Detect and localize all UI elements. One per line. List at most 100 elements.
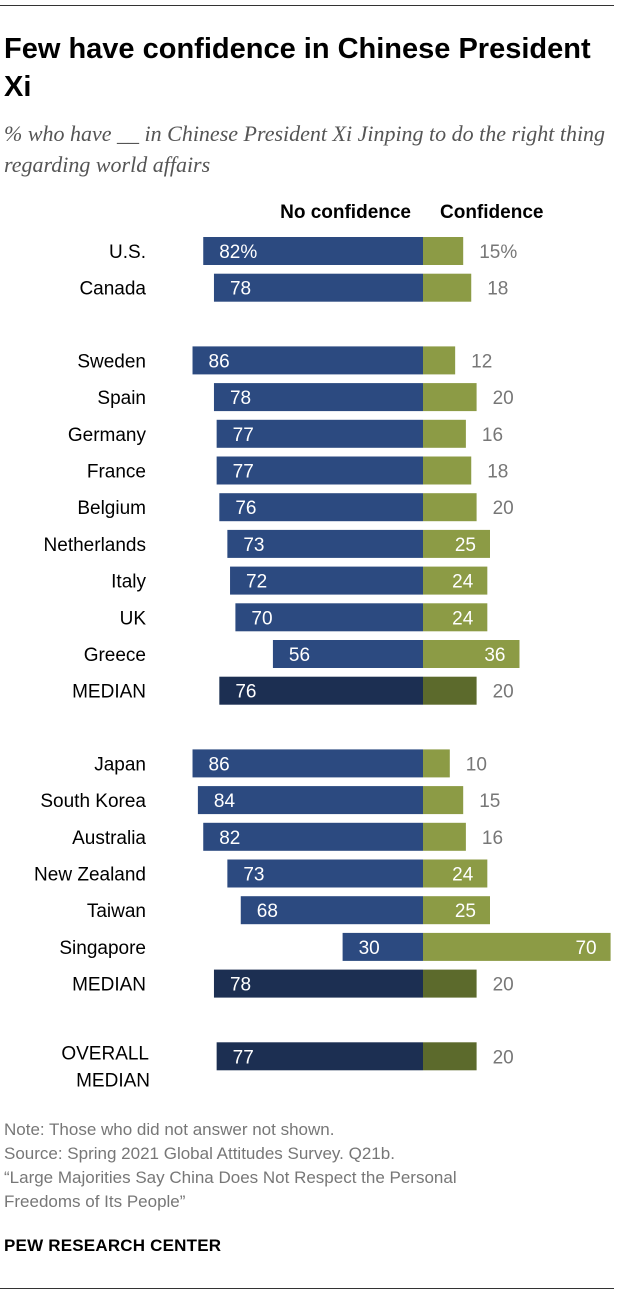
report-title-line-1: “Large Majorities Say China Does Not Res… <box>4 1168 457 1187</box>
value-label-confidence: 18 <box>487 462 508 483</box>
bar-confidence <box>423 237 464 265</box>
bar-no-confidence <box>227 529 423 558</box>
bar-no-confidence <box>203 822 423 851</box>
bar-confidence <box>423 529 490 558</box>
bar-confidence <box>423 859 488 888</box>
bar-confidence <box>423 419 466 448</box>
value-label-confidence: 20 <box>493 498 514 519</box>
bar-confidence <box>423 969 477 998</box>
category-label: Germany <box>68 425 147 446</box>
value-label-no-confidence: 77 <box>233 462 254 483</box>
bar-confidence <box>423 456 472 485</box>
bar-confidence <box>423 493 477 522</box>
category-label: U.S. <box>109 242 146 263</box>
pew-logo-text: PEW RESEARCH CENTER <box>4 1236 222 1255</box>
bar-no-confidence <box>216 1042 423 1071</box>
bar-no-confidence <box>219 676 423 705</box>
bar-no-confidence <box>342 932 423 961</box>
bar-confidence <box>423 786 464 815</box>
value-label-no-confidence: 73 <box>243 535 264 556</box>
bar-no-confidence <box>235 603 423 632</box>
value-label-confidence: 24 <box>452 865 474 886</box>
bar-no-confidence <box>197 786 423 815</box>
bar-confidence <box>423 566 488 595</box>
value-label-no-confidence: 77 <box>233 1047 254 1068</box>
bar-confidence <box>423 640 520 668</box>
bar-confidence <box>423 1042 477 1071</box>
value-label-no-confidence: 56 <box>289 645 310 666</box>
value-label-confidence: 20 <box>493 975 514 996</box>
value-label-confidence: 20 <box>493 388 514 409</box>
note-text: Note: Those who did not answer not shown… <box>4 1120 335 1139</box>
bottom-rule <box>0 1288 614 1289</box>
value-label-no-confidence: 82 <box>219 828 240 849</box>
category-label: UK <box>120 608 147 629</box>
value-label-confidence: 18 <box>487 279 508 300</box>
bar-confidence <box>423 273 472 302</box>
bar-confidence <box>423 896 490 925</box>
legend-no-confidence: No confidence <box>280 202 411 223</box>
category-label: Belgium <box>77 498 146 519</box>
category-label: MEDIAN <box>72 682 146 703</box>
value-label-no-confidence: 78 <box>230 975 251 996</box>
bar-no-confidence <box>203 237 423 265</box>
value-label-no-confidence: 78 <box>230 388 251 409</box>
value-label-no-confidence: 30 <box>359 938 380 959</box>
chart-notes: Note: Those who did not answer not shown… <box>4 1118 614 1214</box>
bar-no-confidence <box>240 896 423 925</box>
value-label-no-confidence: 78 <box>230 279 251 300</box>
bar-no-confidence <box>216 419 423 448</box>
bar-confidence <box>423 932 611 961</box>
report-title-line-2: Freedoms of Its People” <box>4 1192 186 1211</box>
category-label: MEDIAN <box>72 975 146 996</box>
bar-no-confidence <box>219 493 423 522</box>
bar-no-confidence <box>230 566 423 595</box>
bar-confidence <box>423 346 456 375</box>
category-label: Spain <box>97 388 146 409</box>
bar-no-confidence <box>227 859 423 888</box>
category-label: Australia <box>72 828 146 849</box>
bar-no-confidence <box>213 273 423 302</box>
category-label: Singapore <box>59 938 146 959</box>
category-label: MEDIAN <box>76 1070 150 1091</box>
value-label-no-confidence: 68 <box>257 901 278 922</box>
bar-no-confidence <box>272 640 423 668</box>
value-label-confidence: 25 <box>455 535 476 556</box>
legend-confidence: Confidence <box>440 202 543 223</box>
bar-no-confidence <box>192 346 423 375</box>
bar-no-confidence <box>213 383 423 412</box>
diverging-bar-chart: No confidence Confidence U.S. 82% 15% Canada 7… <box>34 202 611 1091</box>
value-label-confidence: 15 <box>479 791 500 812</box>
value-label-confidence: 15% <box>479 242 517 263</box>
chart-subtitle: % who have __ in Chinese President Xi Ji… <box>4 121 606 177</box>
category-label: Taiwan <box>87 901 146 922</box>
value-label-no-confidence: 77 <box>233 425 254 446</box>
value-label-confidence: 24 <box>452 608 474 629</box>
category-label: Italy <box>111 572 146 593</box>
bar-no-confidence <box>192 749 423 778</box>
value-label-confidence: 16 <box>482 425 503 446</box>
value-label-confidence: 25 <box>455 901 476 922</box>
value-label-confidence: 10 <box>466 754 487 775</box>
value-label-confidence: 36 <box>484 645 505 666</box>
bar-confidence <box>423 603 488 632</box>
bar-confidence <box>423 822 466 851</box>
bar-confidence <box>423 383 477 412</box>
value-label-no-confidence: 76 <box>235 682 256 703</box>
source-text: Source: Spring 2021 Global Attitudes Sur… <box>4 1144 395 1163</box>
value-label-confidence: 20 <box>493 682 514 703</box>
value-label-no-confidence: 73 <box>243 865 264 886</box>
value-label-no-confidence: 82% <box>219 242 257 263</box>
bar-confidence <box>423 749 450 778</box>
value-label-confidence: 12 <box>471 351 492 372</box>
value-label-confidence: 20 <box>493 1047 514 1068</box>
value-label-no-confidence: 70 <box>251 608 272 629</box>
value-label-no-confidence: 72 <box>246 572 267 593</box>
category-label: New Zealand <box>34 865 146 886</box>
value-label-confidence: 24 <box>452 572 474 593</box>
category-label: South Korea <box>40 791 146 812</box>
value-label-no-confidence: 76 <box>235 498 256 519</box>
category-label: Netherlands <box>44 535 146 556</box>
category-label: Sweden <box>77 351 146 372</box>
value-label-no-confidence: 84 <box>214 791 236 812</box>
